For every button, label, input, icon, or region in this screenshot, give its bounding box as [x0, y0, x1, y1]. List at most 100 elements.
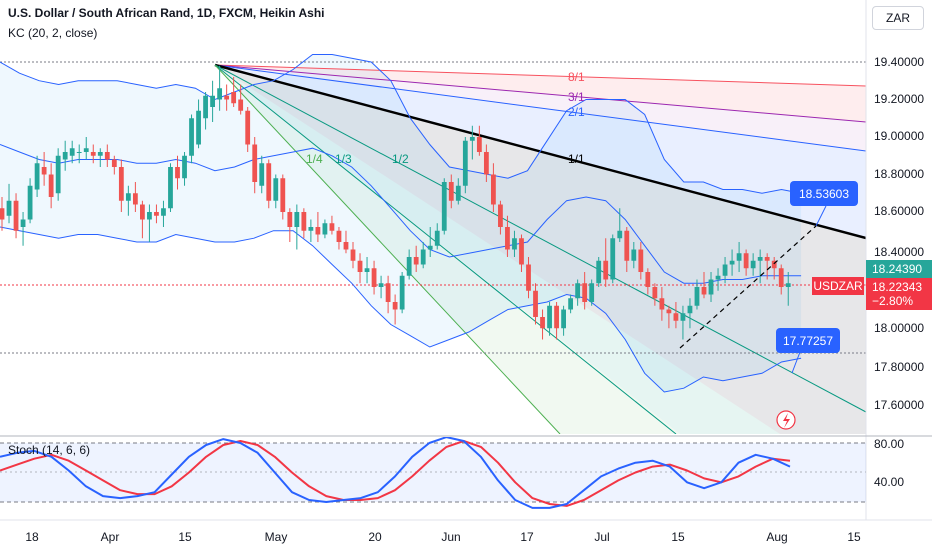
time-tick: 15 [671, 530, 685, 544]
candle-body [224, 95, 230, 100]
keltner-legend[interactable]: KC (20, 2, close) [8, 26, 98, 40]
candle-body [603, 260, 609, 280]
time-tick: 15 [178, 530, 192, 544]
candle-body [132, 193, 138, 205]
candle-body [441, 182, 447, 231]
time-axis[interactable]: 18 Apr 15 May 20 Jun 17 Jul 15 Aug 15 [0, 519, 932, 544]
candle-body [104, 152, 110, 160]
candle-body [659, 298, 665, 310]
candle-body [27, 185, 33, 220]
candle-body [610, 238, 616, 280]
price-tick: 19.00000 [874, 129, 924, 143]
candle-body [76, 152, 82, 153]
candle-body [715, 275, 721, 280]
stochastic-pane: 80.00 40.00 [0, 437, 904, 509]
fan-label-8-1: 8/1 [568, 70, 585, 84]
fan-label-3-1: 3/1 [568, 90, 585, 104]
candle-body [83, 148, 89, 152]
candle-body [596, 260, 602, 284]
candle-body [350, 249, 356, 261]
svg-text:18.24390: 18.24390 [872, 262, 922, 276]
candle-body [785, 283, 791, 287]
candle-body [357, 260, 363, 272]
candle-body [329, 223, 335, 231]
candle-body [434, 230, 440, 246]
price-tick: 17.80000 [874, 360, 924, 374]
candle-body [743, 253, 749, 269]
fan-line-2-1 [214, 64, 866, 152]
candle-body [280, 178, 286, 212]
stochastic-legend[interactable]: Stoch (14, 6, 6) [8, 443, 91, 457]
candle-body [519, 238, 524, 265]
candle-body [266, 163, 272, 201]
time-tick: 15 [847, 530, 861, 544]
candle-body [175, 167, 180, 179]
stoch-tick: 40.00 [874, 475, 904, 489]
currency-selector[interactable]: ZAR [872, 6, 924, 30]
candle-body [245, 110, 251, 145]
candle-body [364, 268, 370, 272]
candle-body [168, 167, 173, 209]
candle-body [118, 167, 124, 201]
candle-body [182, 155, 187, 179]
fan-fill-1-half [215, 65, 866, 434]
candle-body [469, 137, 475, 141]
lower-target-tag[interactable]: 17.77257 [776, 328, 840, 353]
candle-body [231, 92, 237, 104]
candle-body [385, 283, 391, 302]
candle-body [161, 208, 166, 216]
candle-body [34, 163, 40, 190]
candle-body [13, 200, 19, 231]
candle-body [308, 227, 314, 231]
stoch-d-line [0, 440, 791, 507]
price-tick: 17.60000 [874, 398, 924, 412]
fan-line-3-1 [214, 64, 866, 123]
chart-title[interactable]: U.S. Dollar / South African Rand, 1D, FX… [8, 6, 325, 20]
candle-body [287, 212, 293, 227]
candle-body [701, 287, 707, 295]
candle-body [568, 298, 574, 310]
candle-body [6, 200, 12, 216]
candle-body [462, 140, 468, 186]
candle-body [673, 313, 679, 321]
candle-body [476, 137, 482, 152]
candle-body [582, 283, 588, 302]
lower-target-connector [791, 351, 801, 374]
candle-body [526, 264, 531, 291]
candle-body [483, 152, 489, 175]
candle-body [203, 95, 208, 119]
candle-body [561, 309, 566, 329]
candle-body [322, 223, 328, 235]
reference-lines [0, 61, 866, 354]
candle-body [448, 182, 454, 201]
candle-body [48, 174, 54, 197]
price-change-value: −2.80% [872, 294, 913, 308]
time-tick: Jun [441, 530, 460, 544]
candle-body [189, 118, 194, 156]
candle-body [20, 219, 26, 227]
candle-body [694, 287, 700, 306]
projection-lines [679, 205, 827, 374]
candle-body [413, 257, 419, 265]
candle-body [498, 204, 503, 227]
candle-body [125, 193, 131, 201]
candle-body [757, 257, 763, 261]
time-tick: Jul [594, 530, 609, 544]
candle-body [154, 212, 159, 216]
candle-body [652, 287, 658, 299]
candle-body [259, 163, 265, 186]
candle-body [631, 249, 637, 261]
candle-body [547, 305, 552, 329]
upper-target-tag[interactable]: 18.53603 [790, 181, 858, 206]
candle-body [533, 290, 538, 317]
candle-body [69, 148, 75, 156]
candle-body [778, 268, 784, 287]
candle-body [645, 272, 651, 287]
time-tick: 20 [368, 530, 382, 544]
candle-body [771, 260, 777, 269]
candle-body [196, 110, 201, 145]
candle-body [708, 279, 714, 295]
fan-label-1-3: 1/3 [335, 152, 352, 166]
lightning-icon[interactable] [776, 410, 796, 430]
